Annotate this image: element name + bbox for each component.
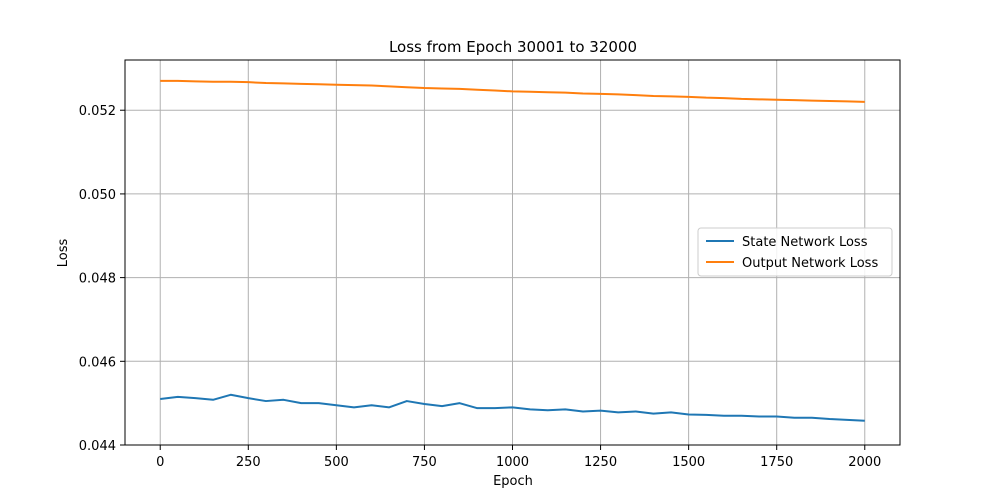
legend-box xyxy=(697,227,893,277)
legend: State Network Loss Output Network Loss xyxy=(697,227,893,277)
x-tick-label: 1750 xyxy=(760,455,793,470)
x-tick-label: 750 xyxy=(412,455,437,470)
y-tick-label: 0.052 xyxy=(79,104,116,119)
x-axis-ticks: 0 250 500 750 1000 1250 1500 1750 2000 xyxy=(156,445,881,470)
y-tick-label: 0.050 xyxy=(79,188,116,203)
x-axis-label: Epoch xyxy=(493,474,533,489)
legend-label-output-network: Output Network Loss xyxy=(742,256,878,271)
y-axis-ticks: 0.044 0.046 0.048 0.050 0.052 xyxy=(79,104,125,454)
y-axis-label: Loss xyxy=(56,239,71,268)
x-tick-label: 2000 xyxy=(848,455,881,470)
series-layer xyxy=(160,79,865,422)
series-line-output-network xyxy=(160,79,865,103)
x-tick-label: 250 xyxy=(236,455,261,470)
series-line-state-network xyxy=(160,393,865,422)
x-tick-label: 1000 xyxy=(496,455,529,470)
x-tick-label: 1500 xyxy=(672,455,705,470)
x-tick-label: 1250 xyxy=(584,455,617,470)
x-tick-label: 0 xyxy=(156,455,164,470)
chart-title: Loss from Epoch 30001 to 32000 xyxy=(389,38,637,56)
legend-label-state-network: State Network Loss xyxy=(742,235,868,250)
y-tick-label: 0.046 xyxy=(79,355,116,370)
x-tick-label: 500 xyxy=(324,455,349,470)
y-tick-label: 0.048 xyxy=(79,272,116,287)
y-tick-label: 0.044 xyxy=(79,439,116,454)
